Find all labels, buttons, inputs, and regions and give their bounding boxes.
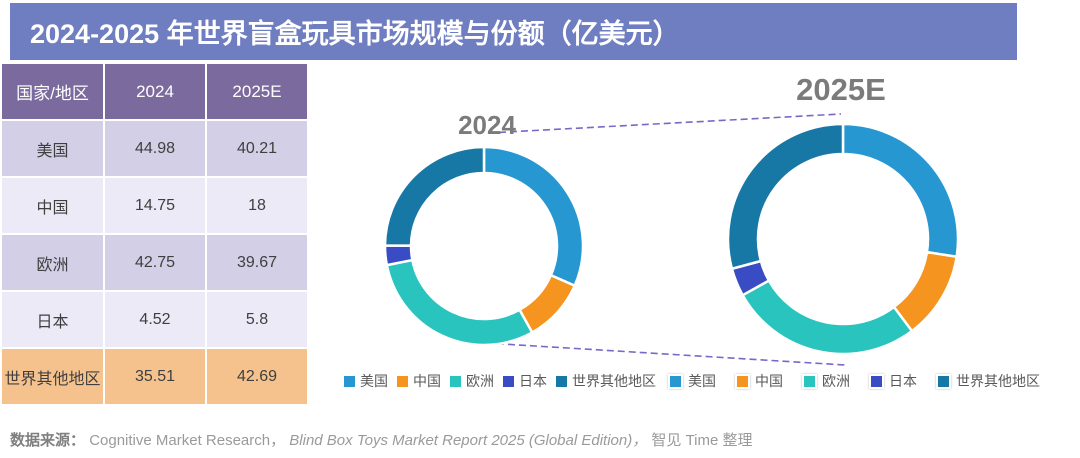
table-header-2025e: 2025E <box>207 64 307 119</box>
table-cell-region: 世界其他地区 <box>2 349 103 404</box>
legend-item: 欧洲 <box>802 371 850 391</box>
donut-chart-2024 <box>383 145 585 347</box>
legend-item: 美国 <box>668 371 716 391</box>
legend-swatch-row <box>936 373 951 389</box>
compiler-name: 智见 Time 整理 <box>651 432 753 449</box>
report-name: Blind Box Toys Market Report 2025 (Globa… <box>289 432 648 449</box>
table-cell-2024: 44.98 <box>105 121 205 176</box>
table-cell-2024: 4.52 <box>105 292 205 347</box>
legend-label-japan: 日本 <box>519 373 547 389</box>
table-cell-region: 美国 <box>2 121 103 176</box>
legend-swatch-europe <box>802 373 817 389</box>
donut-slice-美国 <box>841 122 960 259</box>
legend-label-row: 世界其他地区 <box>956 373 1040 389</box>
legend-swatch-china <box>397 375 408 387</box>
table-cell-2025e: 40.21 <box>207 121 307 176</box>
source-label: 数据来源： <box>10 432 86 449</box>
donut-slice-世界其他地区 <box>726 122 845 271</box>
donut-slice-欧洲 <box>385 258 534 347</box>
table-header-2024: 2024 <box>105 64 205 119</box>
legend-item: 美国 <box>344 371 388 391</box>
table-cell-region: 日本 <box>2 292 103 347</box>
legend-label-row: 世界其他地区 <box>572 373 656 389</box>
page-title: 2024-2025 年世界盲盒玩具市场规模与份额（亿美元） <box>30 19 680 49</box>
legend-label-europe: 欧洲 <box>466 373 494 389</box>
legend-item: 欧洲 <box>450 371 494 391</box>
legend-swatch-us <box>668 373 683 389</box>
donut-slice-美国 <box>482 145 585 287</box>
legend-item: 世界其他地区 <box>936 371 1040 391</box>
legend-2024: 美国 中国 欧洲 日本 世界其他地区 <box>344 371 656 391</box>
legend-label-us: 美国 <box>360 373 388 389</box>
source-name: Cognitive Market Research， <box>89 432 286 449</box>
legend-2025e: 美国 中国 欧洲 日本 世界其他地区 <box>668 371 1040 391</box>
table-header-region: 国家/地区 <box>2 64 103 119</box>
table-cell-2025e: 18 <box>207 178 307 233</box>
legend-item: 日本 <box>869 371 917 391</box>
legend-item: 中国 <box>735 371 783 391</box>
legend-label-china: 中国 <box>755 373 783 389</box>
legend-swatch-row <box>556 375 567 387</box>
legend-swatch-japan <box>503 375 514 387</box>
legend-item: 世界其他地区 <box>556 371 656 391</box>
legend-label-us: 美国 <box>688 373 716 389</box>
legend-label-europe: 欧洲 <box>822 373 850 389</box>
table-cell-region: 中国 <box>2 178 103 233</box>
table-cell-2024: 42.75 <box>105 235 205 290</box>
legend-item: 中国 <box>397 371 441 391</box>
donut-title-2024: 2024 <box>458 110 516 140</box>
table-cell-2025e: 42.69 <box>207 349 307 404</box>
legend-item: 日本 <box>503 371 547 391</box>
legend-swatch-china <box>735 373 750 389</box>
legend-swatch-us <box>344 375 355 387</box>
donut-slice-世界其他地区 <box>383 145 486 247</box>
donut-title-2025e: 2025E <box>796 72 886 107</box>
donut-slice-欧洲 <box>741 279 914 356</box>
donut-chart-2025e <box>726 122 960 356</box>
data-source-note: 数据来源： Cognitive Market Research， Blind B… <box>10 429 753 450</box>
donut-slice-日本 <box>383 244 414 267</box>
market-size-table: 国家/地区 2024 2025E 美国 44.98 40.21 中国 14.75… <box>2 64 307 404</box>
legend-label-china: 中国 <box>413 373 441 389</box>
legend-swatch-japan <box>869 373 884 389</box>
legend-label-japan: 日本 <box>889 373 917 389</box>
table-cell-region: 欧洲 <box>2 235 103 290</box>
table-cell-2025e: 5.8 <box>207 292 307 347</box>
table-cell-2024: 14.75 <box>105 178 205 233</box>
legend-swatch-europe <box>450 375 461 387</box>
table-cell-2024: 35.51 <box>105 349 205 404</box>
title-bar: 2024-2025 年世界盲盒玩具市场规模与份额（亿美元） <box>10 3 1017 60</box>
table-cell-2025e: 39.67 <box>207 235 307 290</box>
